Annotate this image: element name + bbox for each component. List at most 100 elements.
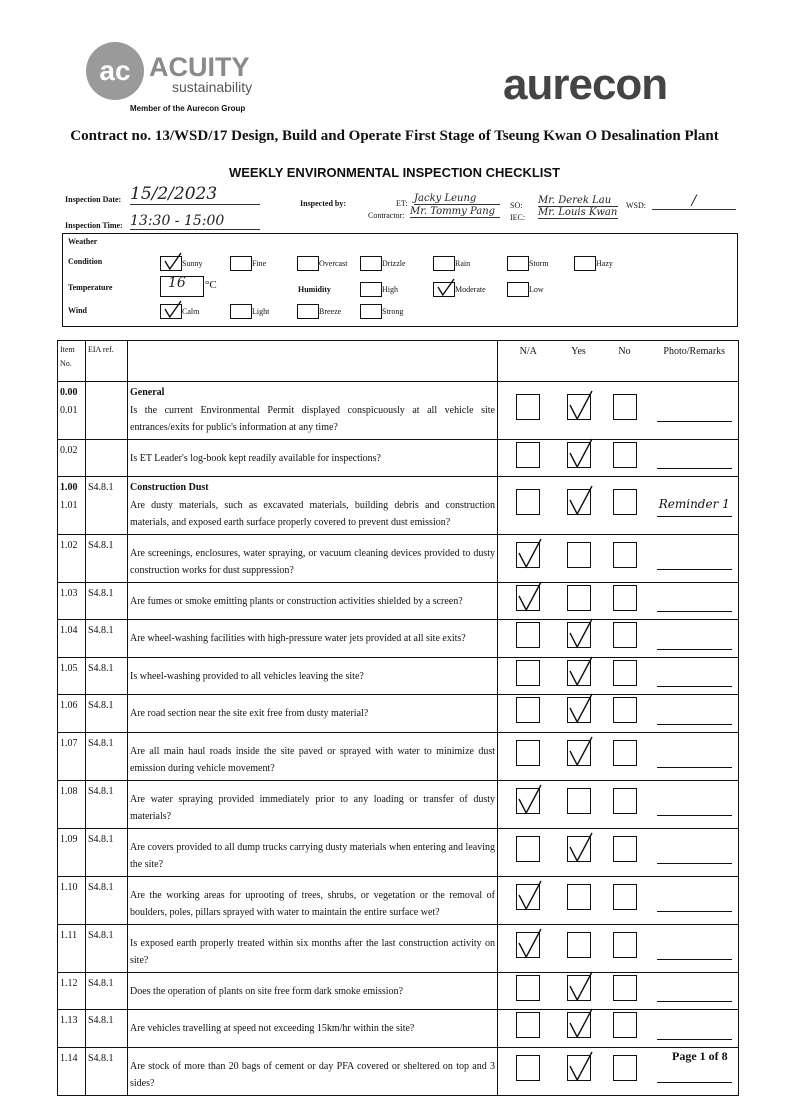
row: 1.00 1.01 S4.8.1 Construction Dust Are dusty… <box>57 476 739 535</box>
answer-cell <box>497 1009 559 1048</box>
remark <box>656 793 732 816</box>
label: Wind <box>68 306 87 315</box>
row: 1.02 S4.8.1 Are screenings, enclosures, wa… <box>57 533 739 583</box>
checkbox <box>612 697 637 723</box>
answer-cell <box>558 693 599 733</box>
text-cell: Are screenings, enclosures, water sprayi… <box>127 533 498 583</box>
answer-cell <box>598 731 651 781</box>
remark <box>656 702 732 725</box>
checkbox <box>612 584 637 611</box>
row: 1.06 S4.8.1 Are road section near the site… <box>57 693 739 733</box>
checkbox <box>516 394 541 420</box>
answer-cell <box>598 875 651 925</box>
remark <box>656 446 732 470</box>
checkbox <box>612 622 637 648</box>
checkbox <box>612 1054 637 1081</box>
item-no: 1.13 <box>60 1015 78 1026</box>
text-cell: Is exposed earth properly treated within… <box>127 923 498 973</box>
answer-cell <box>558 656 599 695</box>
eia-cell: S4.8.1 <box>85 619 128 658</box>
checkbox <box>433 256 455 271</box>
item-no: 1.12 <box>60 977 78 989</box>
item-no: 0.00 <box>60 387 78 398</box>
answer-cell <box>497 581 559 620</box>
text-cell: Are water spraying provided immediately … <box>127 779 498 829</box>
checkbox <box>297 256 319 271</box>
answer-cell <box>558 731 599 781</box>
header: Yes <box>558 340 599 382</box>
checkbox <box>574 256 596 271</box>
header: N/A <box>497 340 559 382</box>
item-cell: 1.13 <box>57 1009 86 1048</box>
option-label: Overcast <box>319 259 348 268</box>
text-cell: Are road section near the site exit free… <box>127 694 498 733</box>
question: Are vehicles travelling at speed not exc… <box>130 1023 415 1034</box>
checkbox <box>160 300 182 319</box>
checkbox <box>516 739 541 766</box>
remark <box>656 1060 732 1083</box>
answer-cell <box>497 875 559 925</box>
eia-ref: S4.8.1 <box>88 587 114 599</box>
checkbox <box>566 1051 593 1082</box>
eia-cell: S4.8.1 <box>85 533 128 583</box>
checkbox <box>507 256 529 271</box>
item-cell: 1.07 <box>57 731 86 781</box>
remarks-cell <box>650 656 739 695</box>
checkbox <box>612 441 637 468</box>
header <box>127 340 498 382</box>
remarks-cell <box>650 971 739 1010</box>
answer-cell <box>497 476 559 535</box>
remarks-cell <box>650 779 739 829</box>
item-no: 1.14 <box>60 1052 78 1064</box>
eia-ref: S4.8.1 <box>88 881 114 893</box>
row: 1.09 S4.8.1 Are covers provided to all dum… <box>57 827 739 877</box>
eia-cell: S4.8.1 <box>85 731 128 781</box>
eia-ref: S4.8.1 <box>88 929 114 941</box>
remark <box>656 547 732 570</box>
eia-ref: S4.8.1 <box>88 700 114 711</box>
answer-cell <box>598 619 651 658</box>
item-no: 1.05 <box>60 662 78 674</box>
checkbox <box>566 438 593 469</box>
checkbox <box>566 485 593 516</box>
answer-cell <box>598 694 651 733</box>
header: EIA ref. <box>85 340 128 382</box>
remarks-cell <box>650 923 739 973</box>
checkbox <box>612 835 637 862</box>
answer-cell <box>497 656 559 695</box>
label: SO: <box>510 201 523 210</box>
remark <box>656 1017 732 1040</box>
checkbox <box>516 928 542 959</box>
item-no: 1.07 <box>60 737 78 749</box>
question: Are dusty materials, such as excavated m… <box>130 499 495 529</box>
checkbox <box>516 880 542 911</box>
item-cell: 1.03 <box>57 581 86 620</box>
answer-cell <box>558 618 599 658</box>
remark <box>656 841 732 864</box>
answer-cell <box>598 1009 651 1048</box>
option-label: High <box>382 285 398 294</box>
item-no: 1.03 <box>60 587 78 599</box>
question: Is ET Leader's log-book kept readily ava… <box>130 452 381 464</box>
checkbox <box>566 390 593 421</box>
label: Contractor: <box>368 211 405 220</box>
checkbox <box>566 584 591 611</box>
answer-cell <box>558 875 599 925</box>
text-cell: General Is the current Environmental Perm… <box>127 381 498 440</box>
item-no: 1.09 <box>60 833 78 845</box>
checkbox <box>516 1054 541 1081</box>
item-no: 1.01 <box>60 499 78 511</box>
checkbox <box>297 304 319 319</box>
item-cell: 1.10 <box>57 875 86 925</box>
eia-ref: S4.8.1 <box>88 482 114 493</box>
answer-cell <box>497 731 559 781</box>
text-cell: Are fumes or smoke emitting plants or co… <box>127 581 498 620</box>
eia-cell: S4.8.1 <box>85 656 128 695</box>
remarks-cell <box>650 731 739 781</box>
checkbox <box>516 974 541 1001</box>
checkbox <box>433 278 455 297</box>
checkbox <box>360 282 382 297</box>
text-cell: Are the working areas for uprooting of t… <box>127 875 498 925</box>
label: Humidity <box>298 285 331 294</box>
answer-cell <box>558 1046 599 1096</box>
